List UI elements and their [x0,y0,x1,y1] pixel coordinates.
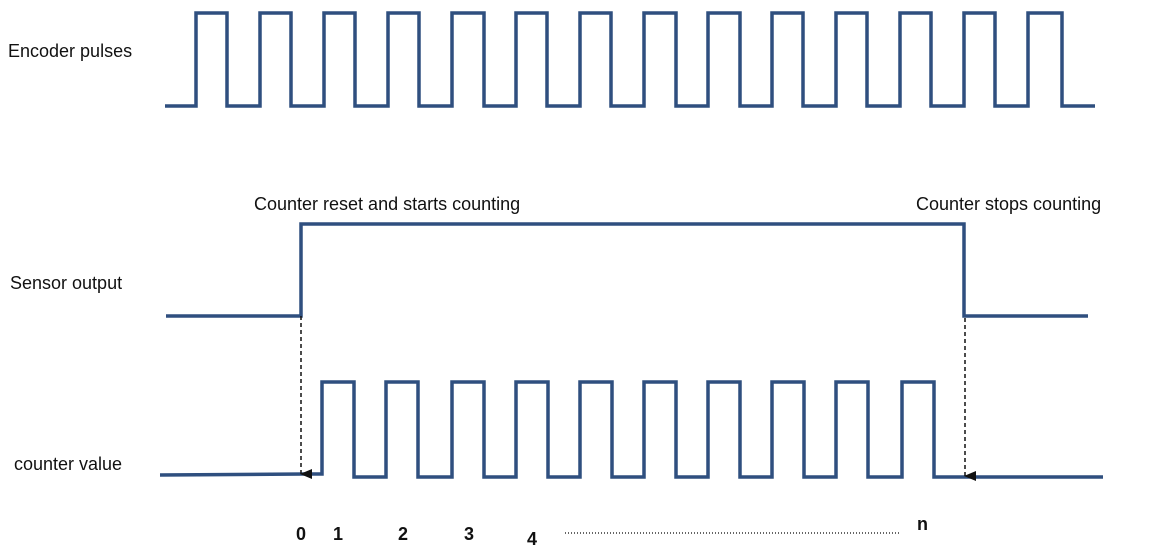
count-label-3: 3 [464,524,474,544]
counter-value-waveform [159,380,1103,479]
counter-reset-annotation: Counter reset and starts counting [254,194,520,214]
encoder-pulse-waveform [165,11,1095,108]
count-label-4: 4 [527,529,537,549]
counter-value-label: counter value [14,454,122,474]
counter-stops-annotation: Counter stops counting [916,194,1101,214]
count-label-1: 1 [333,524,343,544]
sensor-output-label: Sensor output [10,273,122,293]
count-label-n: n [917,514,928,534]
count-label-2: 2 [398,524,408,544]
count-label-0: 0 [296,524,306,544]
encoder-pulses-label: Encoder pulses [8,41,132,61]
sensor-output-waveform [166,222,1088,318]
